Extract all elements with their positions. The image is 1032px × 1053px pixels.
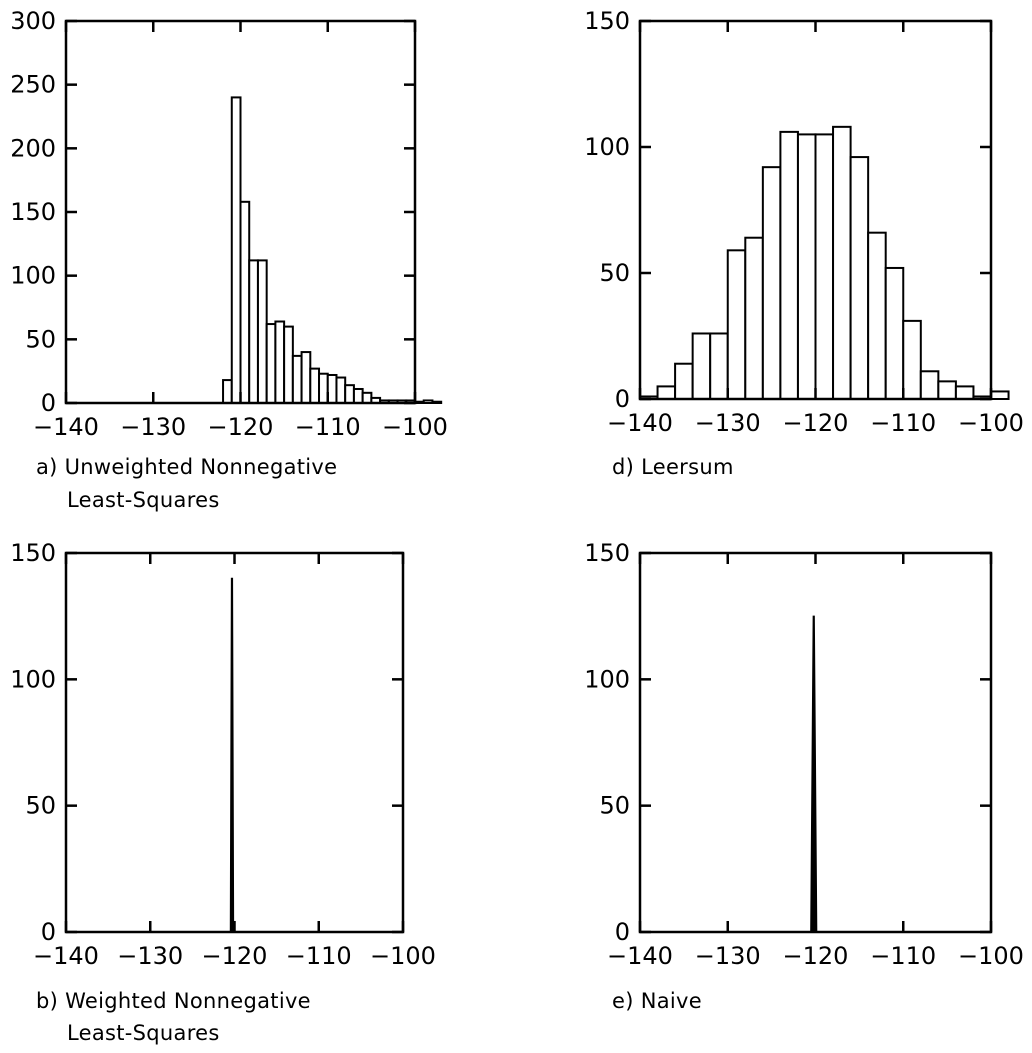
bar-a-13 [326, 373, 338, 404]
bar-d-8 [779, 130, 799, 400]
bar-d-13 [867, 231, 887, 400]
ytick-label-e-0: 0 [615, 918, 630, 946]
xtick-label-a-2: −120 [208, 413, 274, 441]
bar-a-12 [318, 372, 329, 405]
xtick-label-b-1: −130 [117, 942, 183, 970]
axes-frame-b [64, 551, 405, 934]
bar-d-1 [656, 385, 677, 400]
bar-a-7 [274, 320, 286, 404]
ytick-label-e-2: 100 [584, 665, 630, 693]
caption-a-line1: a) Unweighted Nonnegative [36, 455, 338, 479]
xtick-label-a-4: −100 [382, 413, 448, 441]
ytick-label-d-2: 100 [584, 133, 630, 161]
xtick-label-d-2: −120 [783, 409, 849, 437]
bar-a-2 [230, 96, 242, 405]
xtick-label-b-2: −120 [202, 942, 268, 970]
xtick-label-e-1: −130 [695, 942, 761, 970]
xtick-label-e-4: −100 [958, 942, 1024, 970]
bar-d-11 [832, 125, 852, 400]
ytick-label-d-3: 150 [584, 7, 630, 35]
xtick-label-e-2: −120 [783, 942, 849, 970]
caption-e-line1: e) Naive [612, 989, 702, 1013]
bar-a-11 [309, 367, 321, 404]
xtick-label-b-3: −110 [286, 942, 352, 970]
bar-d-16 [919, 370, 940, 400]
ytick-label-a-6: 300 [10, 7, 56, 35]
ytick-label-b-0: 0 [41, 918, 56, 946]
ytick-label-b-1: 50 [25, 792, 56, 820]
bar-a-5 [256, 259, 268, 404]
bar-a-10 [300, 351, 312, 405]
caption-d-line1: d) Leersum [612, 455, 734, 479]
bar-a-17 [361, 391, 373, 404]
ytick-label-e-3: 150 [584, 539, 630, 567]
bar-d-17 [937, 380, 957, 400]
bar-a-23 [414, 400, 425, 404]
xtick-label-e-0: −140 [607, 942, 673, 970]
bar-d-9 [796, 133, 817, 400]
bar-a-8 [283, 325, 294, 405]
ytick-label-a-1: 50 [25, 325, 56, 353]
xtick-label-d-1: −130 [695, 409, 761, 437]
ytick-label-a-2: 100 [10, 262, 56, 290]
bar-d-18 [954, 385, 975, 400]
xtick-label-e-3: −110 [870, 942, 936, 970]
bar-d-5 [726, 249, 747, 400]
xtick-label-b-0: −140 [33, 942, 99, 970]
bar-d-15 [902, 319, 922, 401]
bar-a-25 [431, 400, 443, 404]
panel-a: −140 −130 −120 −110 −100 0 50 100 150 200 250 300 [10, 7, 448, 441]
spike-e [810, 615, 818, 933]
bar-a-24 [422, 399, 434, 405]
xtick-label-a-1: −130 [120, 413, 186, 441]
bar-a-14 [335, 376, 347, 404]
bar-a-1 [222, 379, 233, 404]
bar-d-4 [709, 332, 729, 401]
bar-a-6 [265, 323, 277, 405]
bar-a-3 [239, 200, 251, 404]
panel-d: −140 −130 −120 −110 −100 0 50 100 150 [584, 7, 1024, 437]
bar-a-15 [344, 384, 355, 405]
xtick-label-b-4: −100 [370, 942, 436, 970]
bar-d-12 [849, 156, 870, 400]
bar-a-9 [291, 354, 303, 404]
bar-d-7 [761, 166, 782, 400]
ytick-label-b-3: 150 [10, 539, 56, 567]
xtick-label-d-3: −110 [870, 409, 936, 437]
panel-b: −140 −130 −120 −110 −100 0 50 100 150 [10, 539, 436, 970]
bar-a-4 [248, 259, 259, 404]
bar-a-16 [352, 387, 364, 405]
caption-b-line1: b) Weighted Nonnegative [36, 989, 311, 1013]
ytick-label-d-1: 50 [599, 259, 630, 287]
bar-d-6 [744, 236, 764, 400]
bar-d-20 [990, 390, 1010, 401]
xtick-label-a-0: −140 [33, 413, 99, 441]
panel-e: −140 −130 −120 −110 −100 0 50 100 150 [584, 539, 1024, 970]
ytick-label-a-0: 0 [41, 389, 56, 417]
bar-d-3 [691, 332, 712, 401]
ytick-label-d-0: 0 [615, 385, 630, 413]
ytick-label-e-1: 50 [599, 792, 630, 820]
ytick-label-a-3: 150 [10, 198, 56, 226]
xtick-label-d-4: −100 [958, 409, 1024, 437]
spike-b [229, 577, 235, 933]
ytick-label-a-4: 200 [10, 134, 56, 162]
bar-d-14 [884, 266, 905, 400]
bar-d-10 [814, 133, 835, 400]
ytick-label-b-2: 100 [10, 665, 56, 693]
ytick-label-a-5: 250 [10, 71, 56, 99]
xtick-label-a-3: −110 [295, 413, 361, 441]
caption-b-line2: Least-Squares [67, 1021, 220, 1045]
xtick-label-d-0: −140 [607, 409, 673, 437]
caption-a-line2: Least-Squares [67, 488, 220, 512]
bar-d-2 [674, 362, 694, 400]
